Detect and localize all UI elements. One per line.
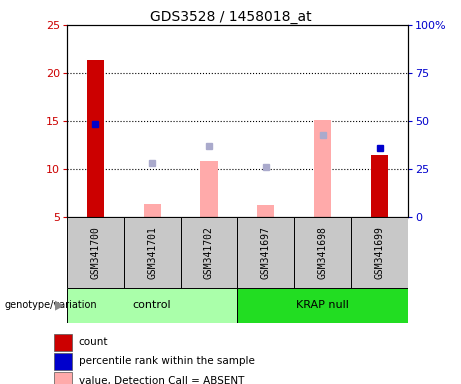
Bar — [144, 205, 160, 217]
Bar — [294, 217, 351, 288]
Bar — [314, 120, 331, 217]
Text: GSM341702: GSM341702 — [204, 226, 214, 279]
Bar — [257, 205, 274, 217]
Text: GSM341697: GSM341697 — [261, 226, 271, 279]
Bar — [201, 161, 218, 217]
Text: GSM341701: GSM341701 — [147, 226, 157, 279]
Text: count: count — [78, 337, 108, 347]
Bar — [181, 217, 237, 288]
Text: genotype/variation: genotype/variation — [5, 300, 97, 310]
Bar — [237, 288, 408, 323]
Bar — [54, 334, 72, 351]
Bar — [54, 353, 72, 370]
Bar — [124, 217, 181, 288]
Text: GDS3528 / 1458018_at: GDS3528 / 1458018_at — [150, 10, 311, 23]
Bar — [67, 217, 124, 288]
Text: GSM341700: GSM341700 — [90, 226, 100, 279]
Bar — [67, 288, 237, 323]
Text: ▶: ▶ — [55, 299, 65, 312]
Text: control: control — [133, 300, 171, 310]
Bar — [237, 217, 294, 288]
Text: KRAP null: KRAP null — [296, 300, 349, 310]
Text: value, Detection Call = ABSENT: value, Detection Call = ABSENT — [78, 376, 244, 384]
Text: GSM341698: GSM341698 — [318, 226, 328, 279]
Bar — [371, 155, 388, 217]
Bar — [87, 61, 104, 217]
Bar — [54, 372, 72, 384]
Bar — [351, 217, 408, 288]
Text: percentile rank within the sample: percentile rank within the sample — [78, 356, 254, 366]
Text: GSM341699: GSM341699 — [374, 226, 384, 279]
